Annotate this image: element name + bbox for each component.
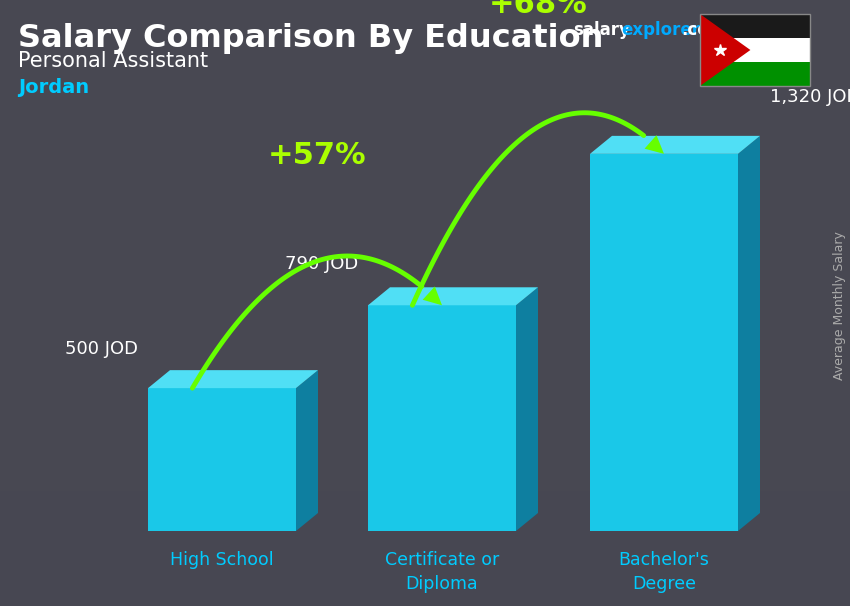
Bar (700, 62, 810, 86)
Text: .com: .com (681, 21, 726, 39)
Text: 1,320 JOD: 1,320 JOD (770, 88, 850, 106)
Text: 500 JOD: 500 JOD (65, 340, 138, 358)
Bar (700, 38, 810, 62)
Polygon shape (590, 154, 738, 531)
Polygon shape (738, 136, 760, 531)
Text: Average Monthly Salary: Average Monthly Salary (834, 231, 847, 381)
Text: 790 JOD: 790 JOD (285, 255, 358, 273)
Text: Certificate or
Diploma: Certificate or Diploma (385, 551, 499, 593)
Polygon shape (368, 305, 516, 531)
Polygon shape (590, 136, 760, 154)
Bar (700, 14, 810, 86)
Bar (700, 14, 810, 38)
Text: Jordan: Jordan (18, 78, 89, 97)
Text: Salary Comparison By Education: Salary Comparison By Education (18, 23, 604, 54)
Polygon shape (148, 370, 318, 388)
Polygon shape (644, 135, 664, 154)
Text: +57%: +57% (268, 141, 366, 170)
Polygon shape (368, 287, 538, 305)
Polygon shape (700, 14, 751, 86)
Text: High School: High School (170, 551, 274, 569)
Text: Personal Assistant: Personal Assistant (18, 51, 208, 71)
Text: +68%: +68% (489, 0, 587, 19)
Text: salary: salary (573, 21, 630, 39)
Polygon shape (422, 287, 442, 305)
Polygon shape (296, 370, 318, 531)
Text: Bachelor's
Degree: Bachelor's Degree (619, 551, 710, 593)
Polygon shape (148, 388, 296, 531)
Text: explorer: explorer (621, 21, 700, 39)
Polygon shape (516, 287, 538, 531)
